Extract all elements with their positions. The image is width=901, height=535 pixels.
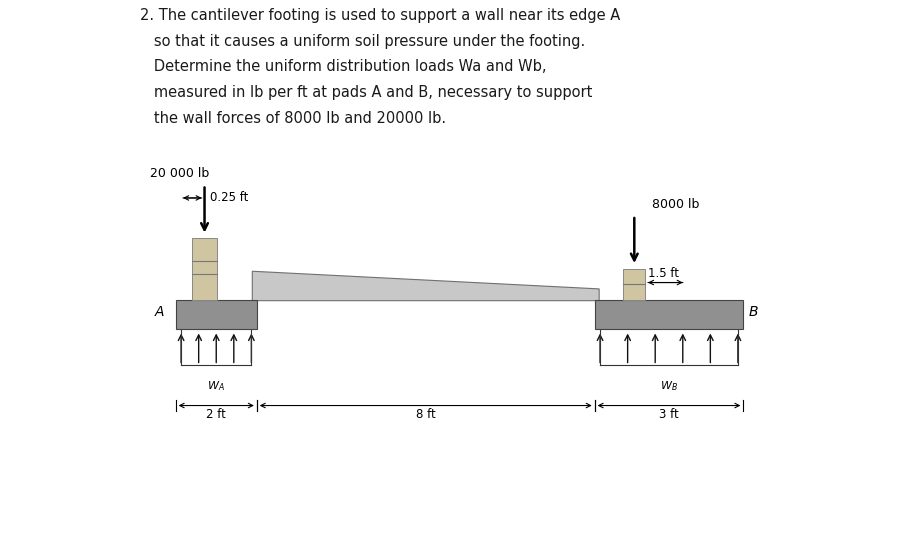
Text: 3 ft: 3 ft <box>660 408 678 421</box>
Text: $W_B$: $W_B$ <box>660 379 678 393</box>
Bar <box>623 269 645 300</box>
Text: Determine the uniform distribution loads Wa and Wb,: Determine the uniform distribution loads… <box>140 59 546 74</box>
Bar <box>176 300 257 329</box>
Text: 8000 lb: 8000 lb <box>652 198 700 211</box>
Text: A: A <box>154 305 164 319</box>
Polygon shape <box>252 271 599 301</box>
Text: 1.5 ft: 1.5 ft <box>648 267 678 280</box>
Text: 20 000 lb: 20 000 lb <box>150 167 210 180</box>
Text: 2 ft: 2 ft <box>206 408 226 421</box>
Text: so that it causes a uniform soil pressure under the footing.: so that it causes a uniform soil pressur… <box>140 34 585 49</box>
Text: 0.25 ft: 0.25 ft <box>210 192 249 204</box>
Text: measured in lb per ft at pads A and B, necessary to support: measured in lb per ft at pads A and B, n… <box>140 85 592 100</box>
Text: 8 ft: 8 ft <box>416 408 435 421</box>
Text: $W_A$: $W_A$ <box>207 379 225 393</box>
Text: B: B <box>749 305 759 319</box>
Text: 2. The cantilever footing is used to support a wall near its edge A: 2. The cantilever footing is used to sup… <box>140 8 620 23</box>
Bar <box>192 238 217 300</box>
Bar <box>595 300 743 329</box>
Text: the wall forces of 8000 lb and 20000 lb.: the wall forces of 8000 lb and 20000 lb. <box>140 111 446 126</box>
